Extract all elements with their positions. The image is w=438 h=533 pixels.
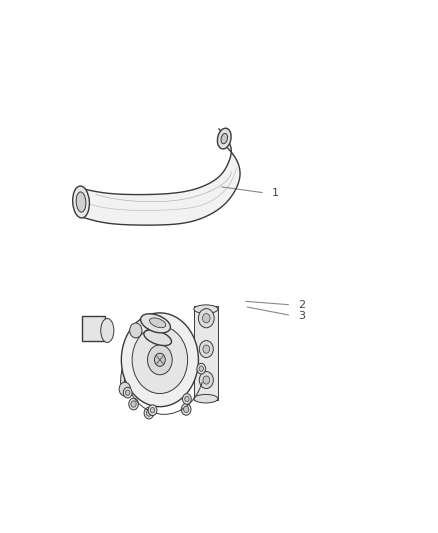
Circle shape	[148, 405, 157, 416]
Ellipse shape	[76, 192, 86, 212]
Circle shape	[146, 410, 152, 416]
Circle shape	[181, 403, 191, 415]
Circle shape	[130, 323, 142, 338]
Circle shape	[202, 313, 210, 323]
Ellipse shape	[194, 305, 218, 313]
Circle shape	[129, 398, 138, 410]
Circle shape	[121, 313, 198, 407]
Circle shape	[199, 341, 213, 358]
Circle shape	[199, 366, 204, 372]
Circle shape	[203, 376, 210, 384]
Circle shape	[184, 406, 189, 413]
Circle shape	[198, 309, 214, 328]
Circle shape	[197, 364, 206, 374]
FancyBboxPatch shape	[82, 316, 105, 341]
Ellipse shape	[150, 318, 166, 328]
Circle shape	[144, 407, 154, 419]
Circle shape	[132, 326, 187, 393]
Circle shape	[203, 345, 210, 353]
Ellipse shape	[194, 394, 218, 403]
Circle shape	[155, 353, 165, 366]
Polygon shape	[79, 129, 240, 225]
Ellipse shape	[217, 128, 231, 149]
Circle shape	[123, 387, 132, 398]
Text: 2: 2	[298, 300, 305, 310]
Circle shape	[150, 408, 155, 413]
Ellipse shape	[144, 330, 172, 345]
Circle shape	[183, 394, 191, 405]
Ellipse shape	[101, 318, 114, 343]
Text: 3: 3	[298, 311, 305, 320]
Circle shape	[131, 401, 136, 407]
Circle shape	[119, 382, 131, 396]
Circle shape	[125, 390, 130, 395]
Ellipse shape	[221, 133, 227, 144]
Circle shape	[148, 345, 172, 375]
Bar	[194, 306, 218, 400]
Ellipse shape	[73, 186, 89, 218]
Ellipse shape	[141, 314, 170, 333]
Circle shape	[199, 372, 213, 389]
Text: 1: 1	[272, 188, 279, 198]
Circle shape	[185, 397, 189, 402]
